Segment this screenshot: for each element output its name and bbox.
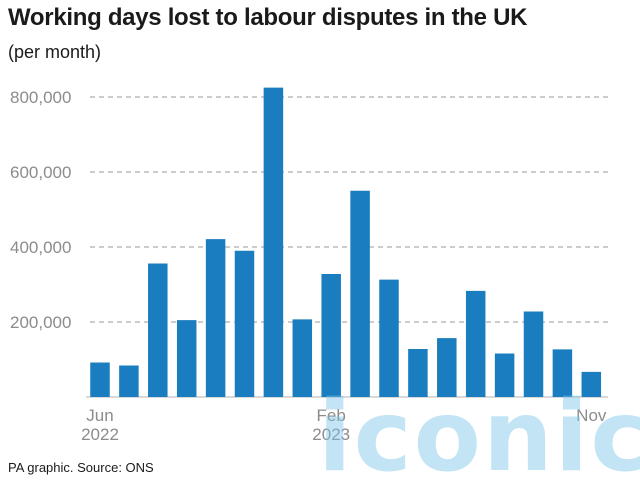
bar-jul-2022	[119, 365, 139, 397]
chart-subtitle: (per month)	[8, 42, 102, 62]
bars	[90, 87, 602, 397]
bar-may-2023	[408, 349, 428, 397]
bar-aug-2022	[148, 263, 168, 397]
chart-title: Working days lost to labour disputes in …	[8, 4, 528, 31]
y-tick-label: 600,000	[10, 163, 71, 182]
bar-apr-2023	[379, 279, 399, 397]
y-tick-label: 800,000	[10, 88, 71, 107]
bar-feb-2023	[321, 274, 341, 397]
gridlines	[86, 96, 608, 398]
y-tick-label: 400,000	[10, 238, 71, 257]
y-tick-label: 200,000	[10, 313, 71, 332]
bar-sep-2022	[176, 320, 197, 397]
x-tick-label: Jun	[86, 406, 113, 425]
x-tick-label: Nov	[576, 406, 607, 425]
bar-aug-2023	[494, 353, 515, 397]
bar-jan-2023	[292, 319, 313, 397]
bar-jun-2023	[437, 338, 457, 397]
source-note: PA graphic. Source: ONS	[8, 460, 154, 475]
bar-dec-2022	[263, 87, 284, 397]
bar-oct-2022	[205, 239, 226, 397]
bar-nov-2022	[234, 250, 255, 397]
x-tick-label: Feb	[317, 406, 346, 425]
x-tick-year-label: 2022	[81, 425, 119, 444]
bar-jul-2023	[465, 290, 486, 397]
bar-jun-2022	[90, 362, 110, 397]
bar-nov-2023	[581, 371, 602, 397]
bar-mar-2023	[350, 190, 370, 397]
bar-oct-2023	[552, 349, 573, 397]
bar-sep-2023	[523, 311, 544, 397]
x-tick-year-label: 2023	[312, 425, 350, 444]
